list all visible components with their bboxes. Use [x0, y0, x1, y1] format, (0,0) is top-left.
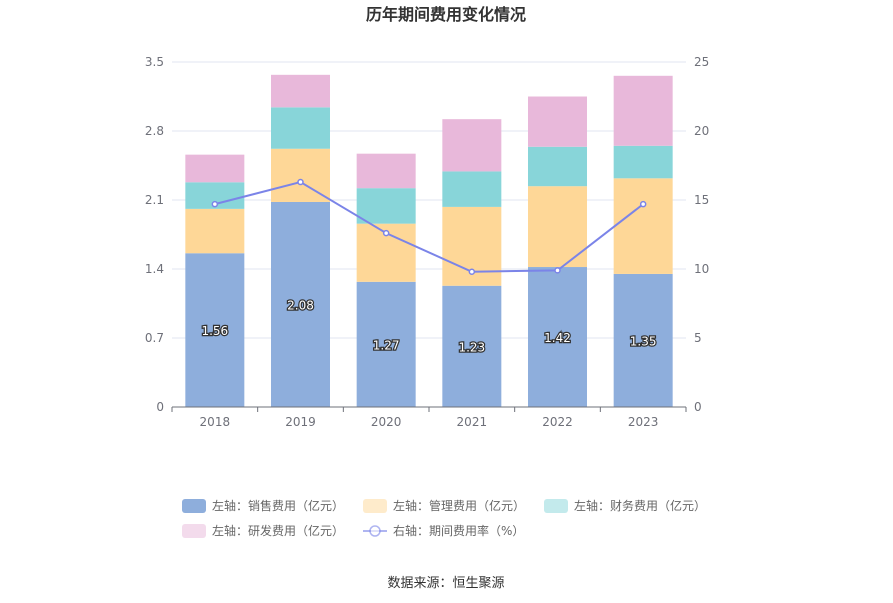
- bar-data-label: 1.35: [630, 334, 657, 348]
- right-tick-label: 15: [694, 193, 709, 207]
- bar-segment: [442, 285, 502, 407]
- bar-segment: [528, 267, 587, 407]
- legend-swatch: [182, 499, 206, 513]
- bar-segment: [185, 208, 245, 254]
- rate-point: [639, 200, 647, 208]
- rate-point: [211, 200, 219, 208]
- bar-segment: [442, 119, 502, 172]
- bar-segment: [185, 154, 245, 183]
- bar-segment: [185, 253, 245, 407]
- bar-data-label: 2.08: [287, 298, 314, 312]
- x-tick-label: 2021: [457, 415, 488, 429]
- x-tick-label: 2019: [285, 415, 316, 429]
- left-tick-label: 0: [156, 400, 164, 414]
- right-tick-label: 20: [694, 124, 709, 138]
- bar-segment: [442, 171, 502, 207]
- bar-segment: [356, 281, 416, 407]
- bar-segment: [613, 178, 673, 274]
- bar-segment: [271, 107, 330, 149]
- bar-segment: [613, 75, 673, 146]
- legend-label: 右轴：期间费用率（%）: [393, 523, 524, 538]
- rate-point: [382, 229, 390, 237]
- bar-data-label: 1.56: [201, 324, 228, 338]
- grid: [172, 61, 686, 339]
- right-tick-label: 5: [694, 331, 702, 345]
- left-tick-label: 3.5: [145, 55, 164, 69]
- bar-segment: [528, 96, 587, 147]
- rate-point: [554, 267, 561, 274]
- legend-label: 左轴：研发费用（亿元）: [212, 523, 344, 538]
- bar-data-label: 1.42: [544, 331, 571, 345]
- data-labels: 1.56 2.08 1.27 1.23 1.42 1.35: [200, 297, 658, 355]
- source-note: 数据来源：恒生聚源: [387, 576, 504, 591]
- bar-segment: [356, 153, 416, 189]
- bar-segment: [613, 145, 673, 179]
- right-tick-label: 10: [694, 262, 709, 276]
- x-tick-label: 2018: [200, 415, 231, 429]
- bar-segment: [528, 186, 587, 268]
- legend-swatch: [544, 499, 568, 513]
- legend: 左轴：销售费用（亿元） 左轴：管理费用（亿元） 左轴：财务费用（亿元） 左轴：研发费用…: [182, 498, 706, 538]
- x-tick-label: 2022: [542, 415, 573, 429]
- legend-swatch: [182, 524, 206, 538]
- legend-label: 左轴：销售费用（亿元）: [212, 498, 344, 513]
- legend-swatch: [363, 499, 387, 513]
- bars: [185, 74, 673, 407]
- x-tick-label: 2023: [628, 415, 659, 429]
- bar-segment: [271, 201, 330, 407]
- x-tick-label: 2020: [371, 415, 402, 429]
- bar-segment: [356, 188, 416, 224]
- chart-title: 历年期间费用变化情况: [366, 5, 526, 24]
- legend-label: 左轴：管理费用（亿元）: [393, 498, 525, 513]
- bar-data-label: 1.27: [373, 338, 400, 352]
- bar-data-label: 1.23: [458, 340, 485, 354]
- axes: 0 0.7 1.4 2.1 2.8 3.5 0 5 10 15 20 25 2018 2019 2020 20…: [145, 55, 709, 429]
- left-tick-label: 1.4: [145, 262, 164, 276]
- legend-label: 左轴：财务费用（亿元）: [574, 498, 706, 513]
- right-tick-label: 25: [694, 55, 709, 69]
- bar-segment: [613, 273, 673, 407]
- left-tick-label: 0.7: [145, 331, 164, 345]
- left-tick-label: 2.8: [145, 124, 164, 138]
- legend-line-marker: [369, 525, 381, 537]
- rate-line-path: [214, 180, 644, 273]
- bar-segment: [528, 146, 587, 187]
- right-tick-label: 0: [694, 400, 702, 414]
- rate-line: [211, 178, 647, 276]
- rate-point: [468, 268, 476, 276]
- left-tick-label: 2.1: [145, 193, 164, 207]
- bar-segment: [271, 74, 330, 108]
- rate-point: [297, 178, 304, 186]
